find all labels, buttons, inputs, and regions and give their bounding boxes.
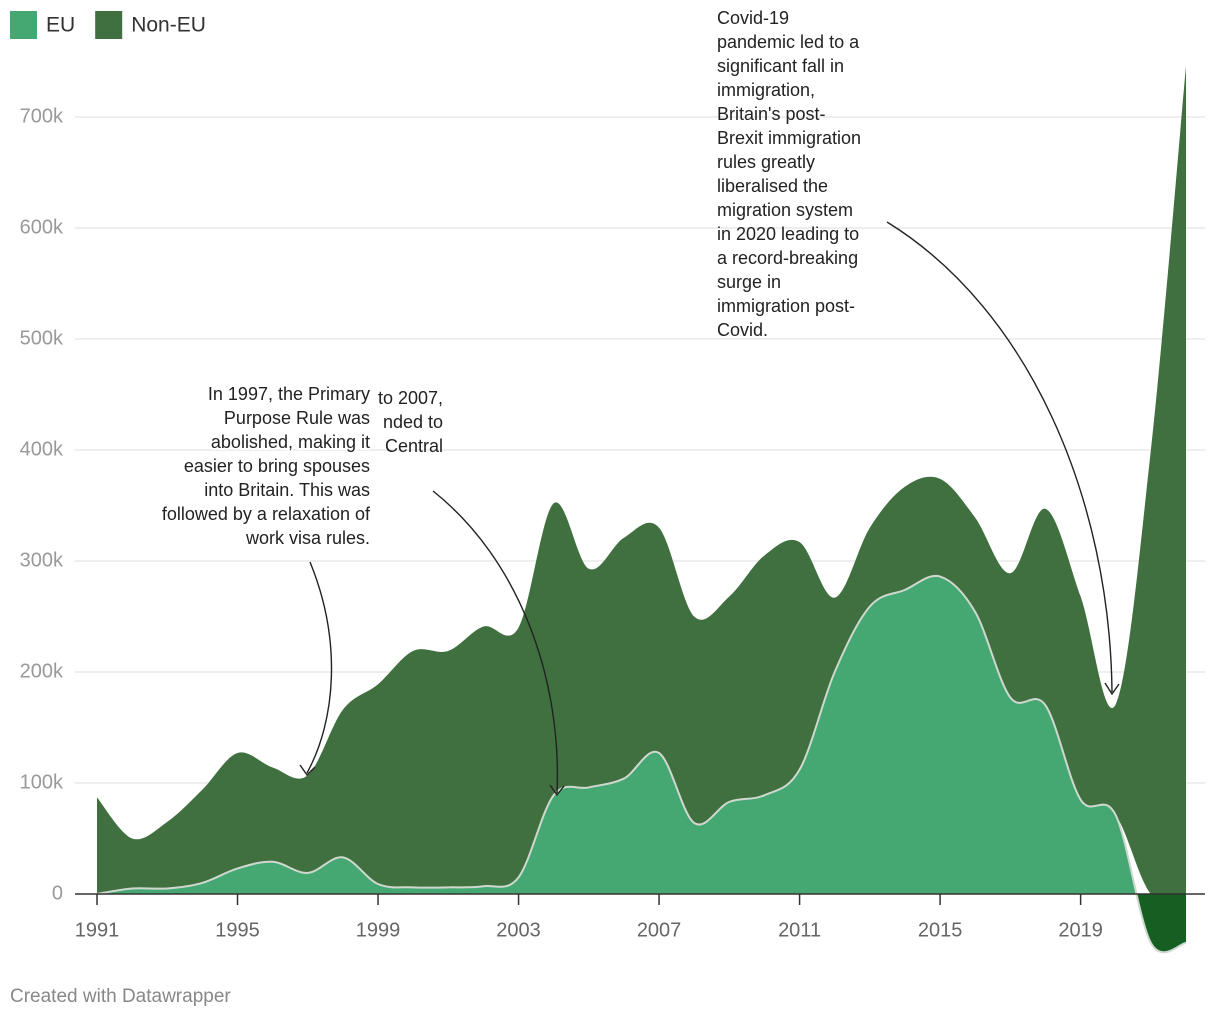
legend-label: EU <box>46 14 75 37</box>
line-eu <box>96 574 1187 954</box>
x-tick-label: 2003 <box>496 919 541 941</box>
legend-label: Non-EU <box>131 14 206 37</box>
x-tick-label: 2019 <box>1058 919 1103 941</box>
x-tick-label: 1999 <box>356 919 401 941</box>
annotation-text: work visa rules. <box>245 528 370 548</box>
area-non-eu <box>97 65 1186 900</box>
y-tick-label: 300k <box>20 549 64 571</box>
annotation-text: significant fall in <box>717 56 844 76</box>
x-tick-label: 2015 <box>918 919 963 941</box>
y-tick-label: 400k <box>20 438 64 460</box>
annotation-text: a record-breaking <box>717 248 858 268</box>
annotation-arrow <box>432 490 565 797</box>
annotation-text: easier to bring spouses <box>184 456 370 476</box>
annotation-text: rules greatly <box>717 152 815 172</box>
annotation-text: to 2007, <box>378 388 443 408</box>
annotation-text: immigration post- <box>717 296 855 316</box>
x-tick-label: 2011 <box>778 919 821 941</box>
y-tick-label: 0 <box>52 882 63 904</box>
annotation-text: Covid. <box>717 320 768 340</box>
annotation-arrow <box>299 561 333 777</box>
annotation-text: In 1997, the Primary <box>208 384 370 404</box>
x-tick-label: 1991 <box>75 919 120 941</box>
annotation-text: immigration, <box>717 80 815 100</box>
y-tick-label: 100k <box>20 771 64 793</box>
annotation-text: followed by a relaxation of <box>162 504 371 524</box>
y-tick-label: 600k <box>20 216 64 238</box>
legend-swatch <box>95 11 123 39</box>
annotation-text: Purpose Rule was <box>224 408 370 428</box>
annotation-text: into Britain. This was <box>204 480 370 500</box>
annotation-text: liberalised the <box>717 176 828 196</box>
annotation-text: Brexit immigration <box>717 128 861 148</box>
y-tick-label: 700k <box>20 105 64 127</box>
annotation-text: abolished, making it <box>211 432 370 452</box>
y-tick-label: 500k <box>20 327 64 349</box>
x-tick-label: 1995 <box>215 919 260 941</box>
annotation-arrow <box>886 221 1120 696</box>
annotation-text: pandemic led to a <box>717 32 860 52</box>
x-tick-label: 2007 <box>637 919 682 941</box>
annotation-text: Central <box>385 436 443 456</box>
annotation-text: nded to <box>383 412 443 432</box>
area-eu <box>97 575 1186 953</box>
annotation-text: Covid-19 <box>717 8 789 28</box>
footer: Created with Datawrapper <box>10 986 231 1007</box>
annotation-text: migration system <box>717 200 853 220</box>
annotation-text: Britain's post- <box>717 104 825 124</box>
legend-swatch <box>10 11 37 39</box>
annotation-text: surge in <box>717 272 781 292</box>
y-tick-label: 200k <box>20 660 64 682</box>
annotation-text: in 2020 leading to <box>717 224 859 244</box>
